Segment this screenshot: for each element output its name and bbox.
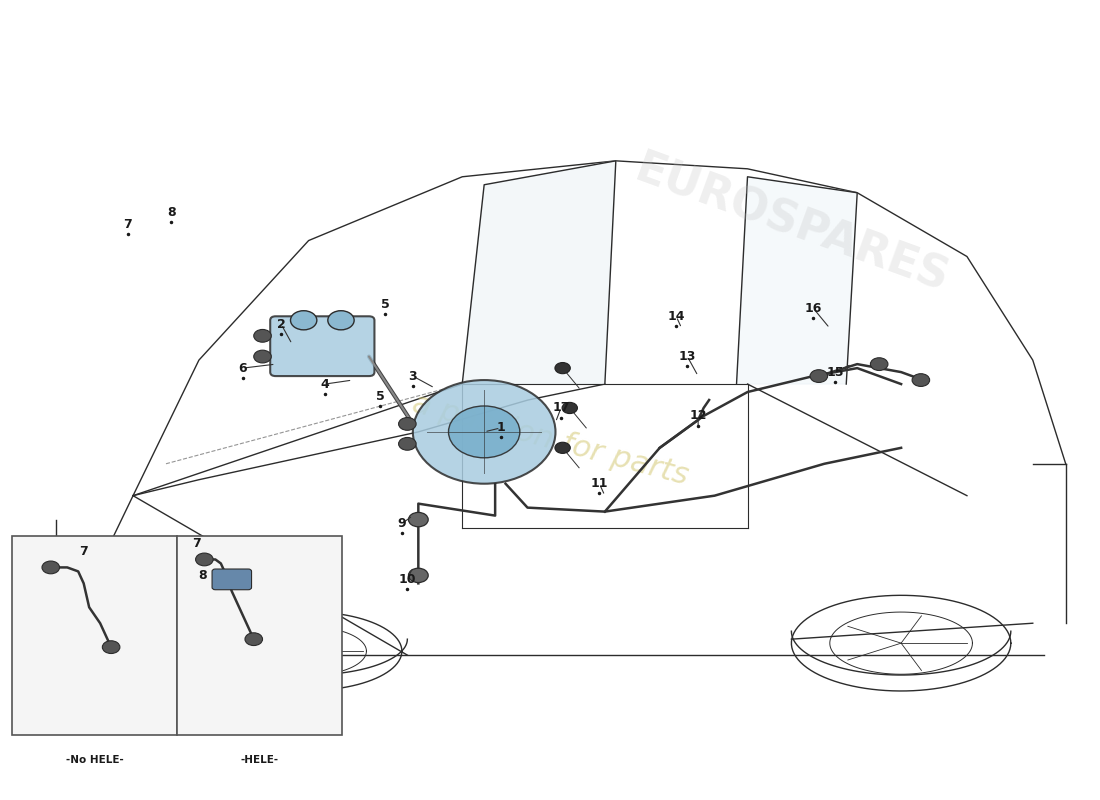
Circle shape xyxy=(449,406,520,458)
Circle shape xyxy=(810,370,827,382)
Text: 7: 7 xyxy=(192,538,201,550)
FancyBboxPatch shape xyxy=(212,569,252,590)
Circle shape xyxy=(554,362,570,374)
Polygon shape xyxy=(737,177,857,384)
Circle shape xyxy=(254,350,272,363)
Text: 4: 4 xyxy=(321,378,329,390)
Circle shape xyxy=(870,358,888,370)
Text: 6: 6 xyxy=(239,362,248,374)
Circle shape xyxy=(254,330,272,342)
Circle shape xyxy=(245,633,263,646)
Text: 9: 9 xyxy=(397,517,406,530)
Circle shape xyxy=(398,418,416,430)
Text: 7: 7 xyxy=(123,218,132,231)
Text: 1: 1 xyxy=(496,422,505,434)
Text: 16: 16 xyxy=(804,302,822,315)
Text: 5: 5 xyxy=(381,298,389,311)
Text: 2: 2 xyxy=(277,318,286,330)
Text: 12: 12 xyxy=(690,410,707,422)
Text: -No HELE-: -No HELE- xyxy=(66,754,123,765)
Circle shape xyxy=(42,561,59,574)
Text: 3: 3 xyxy=(408,370,417,382)
Circle shape xyxy=(912,374,930,386)
Circle shape xyxy=(408,513,428,526)
Polygon shape xyxy=(462,161,616,384)
Text: -HELE-: -HELE- xyxy=(240,754,278,765)
Circle shape xyxy=(196,553,213,566)
Text: 14: 14 xyxy=(668,310,685,322)
Text: 15: 15 xyxy=(826,366,844,378)
Circle shape xyxy=(398,438,416,450)
FancyBboxPatch shape xyxy=(177,535,341,735)
Text: a passion for parts: a passion for parts xyxy=(409,389,691,490)
FancyBboxPatch shape xyxy=(12,535,177,735)
Circle shape xyxy=(290,310,317,330)
Text: 8: 8 xyxy=(167,206,176,219)
Circle shape xyxy=(554,442,570,454)
Text: EUROSPARES: EUROSPARES xyxy=(628,148,955,302)
Text: 5: 5 xyxy=(375,390,384,402)
Text: 11: 11 xyxy=(591,478,608,490)
Circle shape xyxy=(408,568,428,582)
Text: 10: 10 xyxy=(398,573,416,586)
Text: 7: 7 xyxy=(79,546,88,558)
Text: 13: 13 xyxy=(679,350,696,362)
Text: 8: 8 xyxy=(198,570,207,582)
Circle shape xyxy=(562,402,578,414)
FancyBboxPatch shape xyxy=(271,316,374,376)
Circle shape xyxy=(102,641,120,654)
Circle shape xyxy=(412,380,556,484)
Circle shape xyxy=(328,310,354,330)
Text: 17: 17 xyxy=(552,402,570,414)
